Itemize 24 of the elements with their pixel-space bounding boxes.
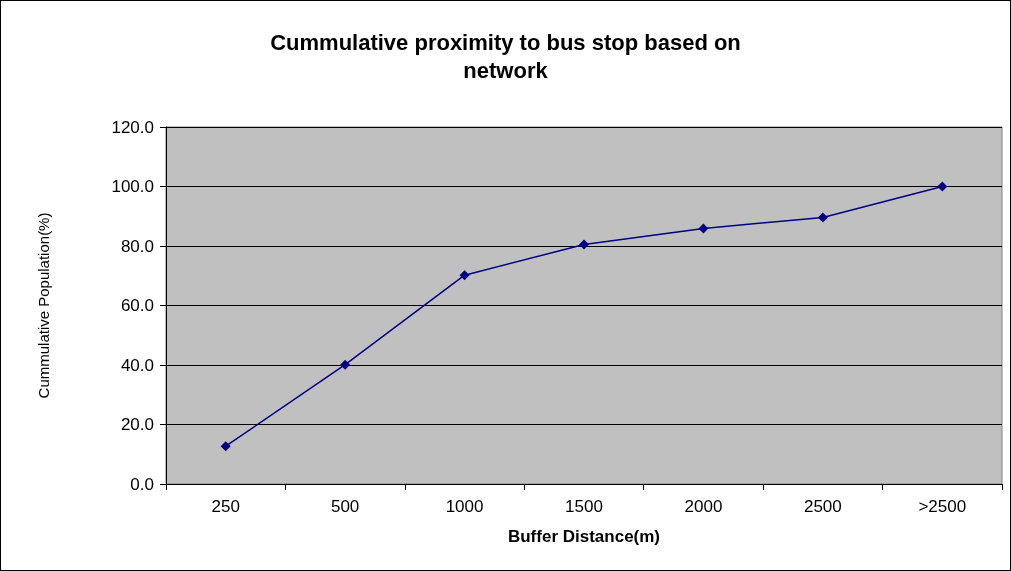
x-tick-label: 1500 — [565, 497, 603, 516]
x-tick-label: 1000 — [445, 497, 484, 516]
y-tick-label: 40.0 — [120, 355, 154, 375]
y-tick-label: 80.0 — [120, 236, 154, 256]
y-tick-label: 20.0 — [120, 415, 154, 434]
point — [937, 181, 948, 192]
chart-title: Cummulative proximity to bus stop based on network — [270, 29, 741, 83]
point — [579, 239, 589, 250]
x-axis-title: Buffer Distance(m) — [507, 527, 661, 546]
point — [459, 270, 470, 281]
y-tick-label: 0.0 — [130, 474, 154, 494]
x-tick-label: >2500 — [918, 497, 967, 516]
y-tick-label: 60.0 — [120, 296, 154, 315]
x-tick-label: 2500 — [803, 497, 842, 516]
point — [817, 212, 828, 223]
y-axis-title: Cummulative Population(%) — [35, 212, 52, 399]
y-tick-label: 120.0 — [111, 117, 154, 137]
point — [698, 223, 709, 234]
y-tick-label: 100.0 — [111, 177, 154, 196]
x-tick-label: 2000 — [684, 497, 723, 516]
point — [220, 441, 231, 452]
x-tick-label: 500 — [330, 497, 360, 516]
x-tick-label: 250 — [211, 497, 240, 516]
point — [340, 359, 351, 370]
